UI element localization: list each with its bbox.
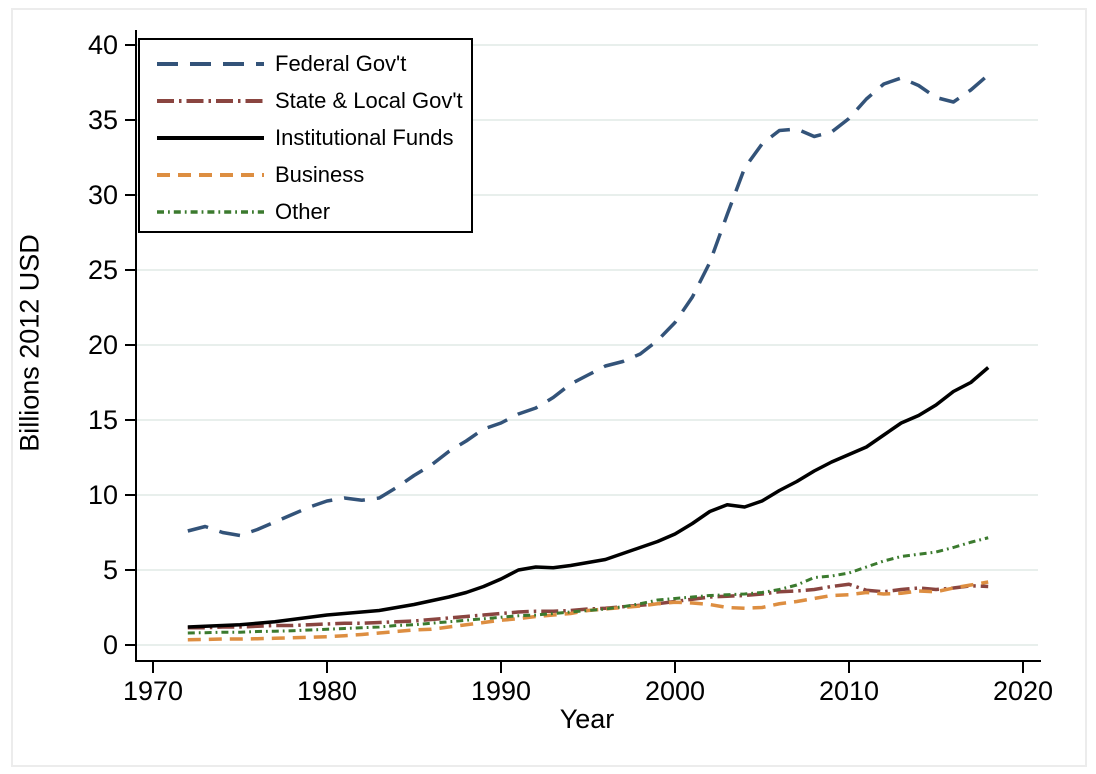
- legend-item-federal: Federal Gov't: [140, 45, 471, 82]
- y-axis-title: Billions 2012 USD: [14, 234, 45, 452]
- legend-item-business: Business: [140, 156, 471, 193]
- legend-label: Other: [275, 198, 331, 224]
- institutional-line-sample-icon: [157, 135, 264, 140]
- legend-label: State & Local Gov't: [275, 87, 463, 113]
- x-tick-label: 2010: [819, 676, 879, 706]
- y-tick-label: 35: [88, 105, 118, 135]
- federal-line-sample-icon: [157, 61, 264, 66]
- other-line-sample-icon: [157, 209, 264, 214]
- legend-item-institutional: Institutional Funds: [140, 119, 471, 156]
- series-line-business: [187, 580, 989, 642]
- x-tick-label: 2020: [993, 676, 1053, 706]
- business-line-sample-icon: [157, 172, 264, 177]
- series-line-institutional-funds: [187, 366, 990, 629]
- legend-item-state-local: State & Local Gov't: [140, 82, 471, 119]
- legend-label: Federal Gov't: [275, 50, 407, 76]
- y-tick-label: 25: [88, 255, 118, 285]
- x-tick-label: 1970: [123, 676, 183, 706]
- y-tick-label: 20: [88, 330, 118, 360]
- y-tick-label: 40: [88, 30, 118, 60]
- state-local-line-sample-icon: [157, 98, 264, 103]
- y-tick-label: 10: [88, 480, 118, 510]
- legend-label: Institutional Funds: [275, 124, 454, 150]
- y-tick-label: 30: [88, 180, 118, 210]
- x-tick-label: 1980: [297, 676, 357, 706]
- x-tick-label: 2000: [645, 676, 705, 706]
- x-axis-title: Year: [559, 704, 615, 734]
- y-tick-label: 0: [103, 630, 118, 660]
- x-tick-label: 1990: [471, 676, 531, 706]
- series-line-state-local-gov-t: [187, 582, 989, 630]
- legend-label: Business: [275, 161, 365, 187]
- series-line-federal-gov-t: [187, 73, 990, 538]
- y-tick-label: 5: [103, 555, 118, 585]
- legend: Federal Gov't State & Local Gov't Instit…: [138, 38, 473, 233]
- legend-item-other: Other: [140, 193, 471, 230]
- y-tick-label: 15: [88, 405, 118, 435]
